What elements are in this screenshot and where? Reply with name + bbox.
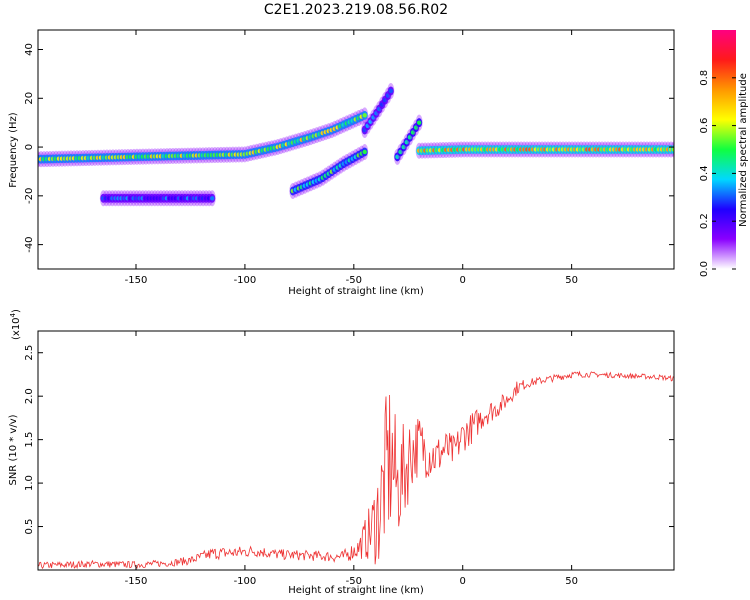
- snr-x-tick-label: -50: [346, 576, 362, 587]
- colorbar-ramp: [712, 30, 736, 269]
- colorbar-tick-label: 0.2: [699, 213, 710, 229]
- snr-x-tick-label: -100: [234, 576, 257, 587]
- snr-frame: [37, 330, 675, 571]
- spectrogram-x-ticks: -150 -100 -50 0 50: [125, 30, 578, 286]
- spectrogram-x-tick-label: 0: [460, 275, 466, 286]
- spectrogram-feature-5: [361, 82, 395, 138]
- spectrogram-y-label: Frequency (Hz): [8, 112, 19, 188]
- snr-x-ticks: -150 -100 -50 0 50: [125, 331, 578, 587]
- spectrogram-x-label: Height of straight line (km): [288, 286, 424, 297]
- spectrogram-x-tick-label: -100: [234, 275, 257, 286]
- spectrogram-y-ticks: -40 -20 0 20 40: [24, 43, 674, 253]
- snr-panel: -150 -100 -50 0 50 0.5 1.0 1.5 2.0 2.5 Height of…: [8, 309, 675, 596]
- spectrogram-feature-1: [38, 107, 369, 168]
- spectrogram-y-tick-label: 20: [24, 92, 35, 105]
- spectrogram-feature-3: [99, 190, 216, 207]
- spectrogram-x-tick-label: -150: [125, 275, 148, 286]
- snr-y-ticks: 0.5 1.0 1.5 2.0 2.5: [24, 345, 674, 535]
- spectrogram-x-tick-label: 50: [565, 275, 578, 286]
- colorbar-tick-label: 0.0: [699, 261, 710, 277]
- spectrogram-y-tick-label: 0: [24, 144, 35, 150]
- spectrogram-feature-2: [415, 141, 674, 159]
- colorbar-tick-label: 0.4: [699, 165, 710, 181]
- snr-x-tick-label: 50: [565, 576, 578, 587]
- snr-background: [38, 331, 674, 570]
- spectrogram-x-tick-label: -50: [346, 275, 362, 286]
- colorbar-tick-label: 0.8: [699, 70, 710, 86]
- figure-title: C2E1.2023.219.08.56.R02: [264, 2, 448, 18]
- snr-y-tick-label: 2.5: [24, 345, 35, 361]
- spectrogram-y-tick-label: -20: [24, 188, 35, 204]
- spectrogram-y-tick-label: -40: [24, 236, 35, 252]
- snr-y-label: SNR (10 * v/v): [8, 414, 19, 485]
- snr-y-scale: (x104): [9, 309, 22, 340]
- colorbar-ticks: 0.0 0.2 0.4 0.6 0.8: [699, 70, 736, 277]
- colorbar-label: Normalized spectral amplitude: [738, 73, 749, 227]
- spectrogram-feature-4: [289, 143, 369, 199]
- snr-y-tick-label: 1.5: [24, 432, 35, 448]
- spectrogram-feature-6: [393, 114, 423, 165]
- colorbar-tick-label: 0.6: [699, 118, 710, 134]
- snr-x-tick-label: 0: [460, 576, 466, 587]
- snr-y-tick-label: 0.5: [24, 519, 35, 535]
- snr-series-line: [38, 370, 674, 570]
- snr-y-tick-label: 2.0: [24, 388, 35, 404]
- spectrogram-panel: -150 -100 -50 0 50 -40 -20 0 20 40 Height of str…: [8, 29, 675, 297]
- snr-x-label: Height of straight line (km): [288, 585, 424, 596]
- snr-y-tick-label: 1.0: [24, 475, 35, 491]
- colorbar: 0.0 0.2 0.4 0.6 0.8 Normalized spectral ampl…: [699, 30, 749, 277]
- snr-x-tick-label: -150: [125, 576, 148, 587]
- spectrogram-y-tick-label: 40: [24, 43, 35, 56]
- spectrogram-frame: [37, 29, 675, 270]
